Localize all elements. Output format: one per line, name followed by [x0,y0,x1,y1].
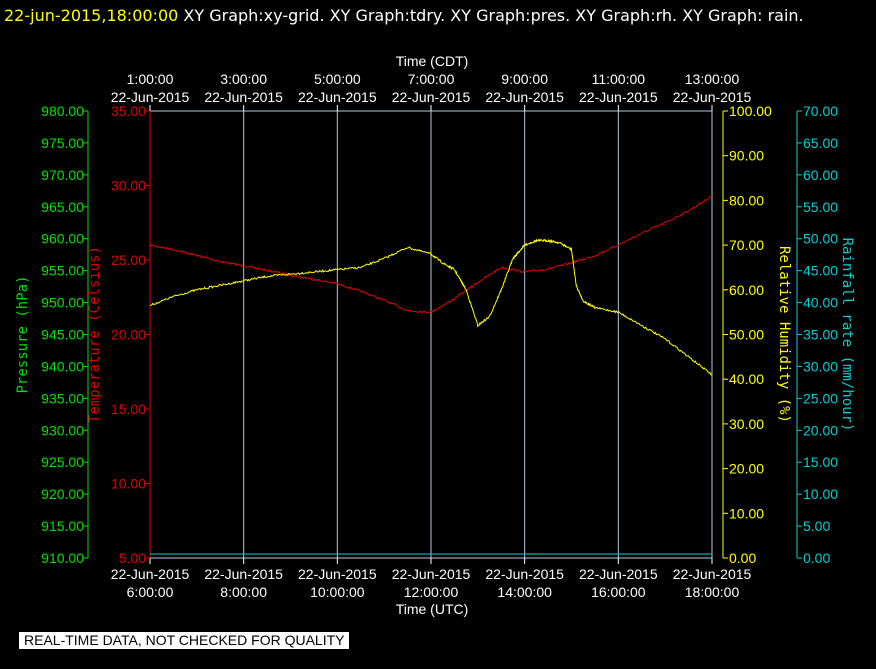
pressure-tick-label: 925.00 [41,454,84,470]
pressure-tick-label: 955.00 [41,263,84,279]
pressure-tick-label: 945.00 [41,327,84,343]
temperature-tick-label: 5.00 [119,550,146,566]
x-top-tick-date: 22-Jun-2015 [485,89,564,105]
x-bottom-tick-time: 14:00:00 [497,584,552,600]
rain-tick-label: 35.00 [803,327,838,343]
temperature-tick-label: 30.00 [111,178,146,194]
quality-disclaimer: REAL-TIME DATA, NOT CHECKED FOR QUALITY [19,632,350,649]
x-top-tick-time: 3:00:00 [220,71,267,87]
temperature-tick-label: 25.00 [111,252,146,268]
pressure-tick-label: 940.00 [41,358,84,374]
rain-tick-label: 10.00 [803,486,838,502]
pressure-axis-label: Pressure (hPa) [15,275,31,393]
rain-tick-label: 5.00 [803,518,830,534]
graph-titles: XY Graph:xy-grid. XY Graph:tdry. XY Grap… [183,6,804,25]
x-top-tick-time: 5:00:00 [314,71,361,87]
x-bottom-tick-date: 22-Jun-2015 [673,566,752,582]
pressure-tick-label: 935.00 [41,390,84,406]
x-top-tick-date: 22-Jun-2015 [673,89,752,105]
humidity-tick-label: 0.00 [729,550,756,566]
x-top-tick-time: 13:00:00 [685,71,740,87]
x-top-tick-date: 22-Jun-2015 [579,89,658,105]
temperature-tick-label: 15.00 [111,401,146,417]
temperature-tick-label: 35.00 [111,103,146,119]
x-bottom-tick-date: 22-Jun-2015 [204,566,283,582]
series-lines [149,195,713,555]
rain-axis-label: Rainfall rate (mm/hour) [839,238,855,432]
timestamp: 22-jun-2015,18:00:00 [4,6,179,25]
humidity-tick-label: 40.00 [729,371,764,387]
pressure-tick-label: 975.00 [41,135,84,151]
humidity-tick-label: 100.00 [729,103,772,119]
humidity-tick-label: 90.00 [729,148,764,164]
x-top-tick-time: 11:00:00 [592,71,646,87]
x-bottom-tick-time: 12:00:00 [404,584,459,600]
x-bottom-tick-time: 6:00:00 [127,584,174,600]
x-bottom-tick-time: 16:00:00 [591,584,646,600]
humidity-tick-label: 20.00 [729,461,764,477]
axes: 22-Jun-2015 6:00:00 1:00:00 22-Jun-2015 22-J… [15,71,855,600]
x-top-tick-date: 22-Jun-2015 [204,89,283,105]
x-bottom-axis-label: Time (UTC) [396,601,469,617]
humidity-tick-label: 10.00 [729,505,764,521]
rain-tick-label: 65.00 [803,135,838,151]
x-bottom-tick-time: 10:00:00 [310,584,365,600]
x-bottom-tick-date: 22-Jun-2015 [485,566,564,582]
rain-tick-label: 15.00 [803,454,838,470]
x-top-tick-time: 7:00:00 [408,71,455,87]
pressure-tick-label: 970.00 [41,167,84,183]
pressure-tick-label: 910.00 [41,550,84,566]
humidity-series-line [149,238,713,376]
rain-tick-label: 30.00 [803,358,838,374]
rain-tick-label: 55.00 [803,199,838,215]
x-top-tick-time: 1:00:00 [127,71,174,87]
x-top-tick-time: 9:00:00 [501,71,548,87]
pressure-tick-label: 950.00 [41,295,84,311]
pressure-tick-label: 965.00 [41,199,84,215]
rain-tick-label: 25.00 [803,390,838,406]
rain-tick-label: 45.00 [803,263,838,279]
x-bottom-tick-date: 22-Jun-2015 [392,566,471,582]
x-bottom-tick-date: 22-Jun-2015 [579,566,658,582]
temperature-tick-label: 10.00 [111,476,146,492]
rain-tick-label: 40.00 [803,295,838,311]
x-top-tick-date: 22-Jun-2015 [392,89,471,105]
x-top-axis-label: Time (CDT) [396,53,469,69]
humidity-tick-label: 30.00 [729,416,764,432]
pressure-tick-label: 920.00 [41,486,84,502]
x-top-tick-date: 22-Jun-2015 [111,89,190,105]
x-top-tick-date: 22-Jun-2015 [298,89,377,105]
humidity-tick-label: 80.00 [729,192,764,208]
humidity-axis-label: Relative Humidity (%) [776,246,792,423]
rain-tick-label: 0.00 [803,550,830,566]
grid-lines [150,110,713,559]
temperature-axis-label: Temperature (Celsius) [87,246,103,423]
humidity-tick-label: 60.00 [729,282,764,298]
rain-tick-label: 60.00 [803,167,838,183]
pressure-tick-label: 980.00 [41,103,84,119]
rain-tick-label: 20.00 [803,422,838,438]
rain-tick-label: 50.00 [803,231,838,247]
pressure-tick-label: 915.00 [41,518,84,534]
x-bottom-tick-time: 18:00:00 [685,584,740,600]
x-bottom-tick-date: 22-Jun-2015 [111,566,190,582]
pressure-tick-label: 930.00 [41,422,84,438]
pressure-tick-label: 960.00 [41,231,84,247]
x-bottom-tick-date: 22-Jun-2015 [298,566,377,582]
rain-tick-label: 70.00 [803,103,838,119]
humidity-tick-label: 70.00 [729,237,764,253]
temperature-series-line [149,195,713,314]
chart-header: 22-jun-2015,18:00:00 XY Graph:xy-grid. X… [4,2,872,29]
humidity-tick-label: 50.00 [729,327,764,343]
x-bottom-tick-time: 8:00:00 [220,584,267,600]
temperature-tick-label: 20.00 [111,327,146,343]
